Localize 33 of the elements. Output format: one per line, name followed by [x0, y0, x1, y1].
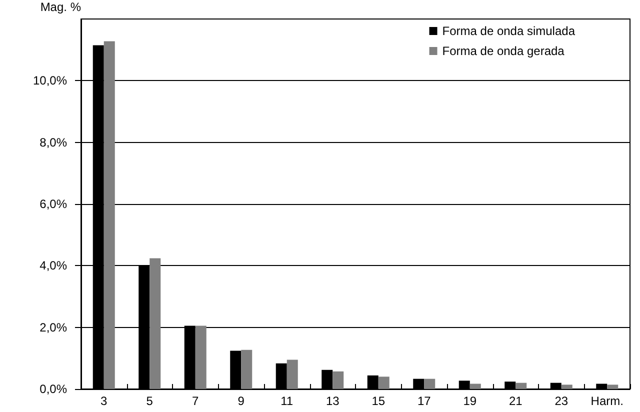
x-tick-label: 7 [192, 394, 200, 408]
y-tick-label: 10,0% [32, 74, 68, 88]
bar [516, 382, 527, 389]
y-tick-label: 8,0% [40, 135, 68, 150]
legend-label: Forma de onda simulada [442, 24, 576, 38]
y-tick-label: 0,0% [40, 382, 68, 396]
y-tick-label: 2,0% [40, 320, 68, 334]
y-tick-label: 6,0% [40, 197, 68, 211]
x-tick-label: 23 [554, 394, 568, 408]
bar [378, 376, 390, 389]
bar [607, 384, 618, 389]
bar [286, 360, 298, 389]
bar [470, 384, 481, 389]
x-tick-label: 21 [508, 394, 523, 408]
bar [561, 384, 572, 389]
x-tick-label: 17 [417, 394, 432, 408]
bar [150, 258, 161, 389]
x-tick-label: 5 [146, 394, 154, 408]
x-tick-label: 11 [280, 394, 294, 408]
bar [104, 41, 115, 389]
x-tick-label: 9 [238, 394, 245, 408]
y-axis-title: Mag. % [40, 0, 82, 14]
bar [241, 350, 252, 389]
x-tick-label: Harm. [590, 394, 624, 408]
bar [424, 378, 436, 389]
bar [195, 326, 206, 389]
x-tick-label: 15 [372, 394, 386, 408]
x-tick-label: 13 [326, 394, 340, 408]
legend-label: Forma de onda gerada [442, 44, 565, 58]
bar [332, 371, 344, 389]
x-tick-label: 19 [463, 394, 477, 408]
x-tick-label: 3 [100, 394, 108, 408]
y-tick-label: 4,0% [40, 258, 68, 273]
